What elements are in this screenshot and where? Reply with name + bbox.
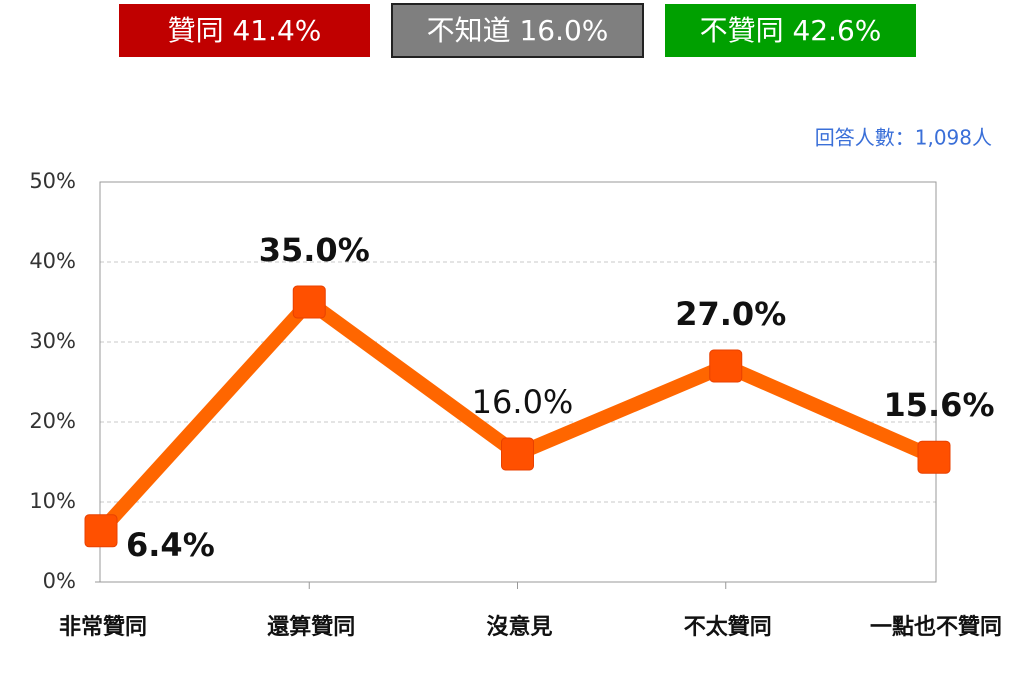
x-tick-label: 沒意見 <box>486 614 552 640</box>
y-tick-label: 10% <box>29 489 76 513</box>
summary-label: 不知道 16.0% <box>427 14 609 47</box>
marker <box>292 285 326 319</box>
x-tick-label: 非常贊同 <box>59 614 147 640</box>
data-label: 27.0% <box>675 295 786 333</box>
plot-border <box>99 181 937 583</box>
data-label: 16.0% <box>472 383 574 421</box>
summary-box <box>391 3 644 58</box>
summary-label: 贊同 41.4% <box>168 14 322 47</box>
annotation: 回答人數：1,098人 <box>815 126 992 150</box>
summary-label: 不贊同 42.6% <box>700 14 882 47</box>
x-tick-label: 還算贊同 <box>267 614 355 640</box>
summary-box <box>665 4 916 57</box>
data-label: 35.0% <box>259 231 370 269</box>
data-label: 6.4% <box>126 526 215 564</box>
data-label: 15.6% <box>883 386 994 424</box>
y-tick-label: 50% <box>29 169 76 193</box>
y-tick-label: 20% <box>29 409 76 433</box>
marker <box>709 349 743 383</box>
y-tick-label: 30% <box>29 329 76 353</box>
y-tick-label: 0% <box>43 569 76 593</box>
summary-box <box>119 4 370 57</box>
marker <box>501 437 534 471</box>
marker <box>84 514 118 548</box>
y-tick-label: 40% <box>29 249 76 273</box>
x-tick-label: 一點也不贊同 <box>870 615 1002 640</box>
x-tick-label: 不太贊同 <box>684 615 772 640</box>
marker <box>917 440 951 474</box>
